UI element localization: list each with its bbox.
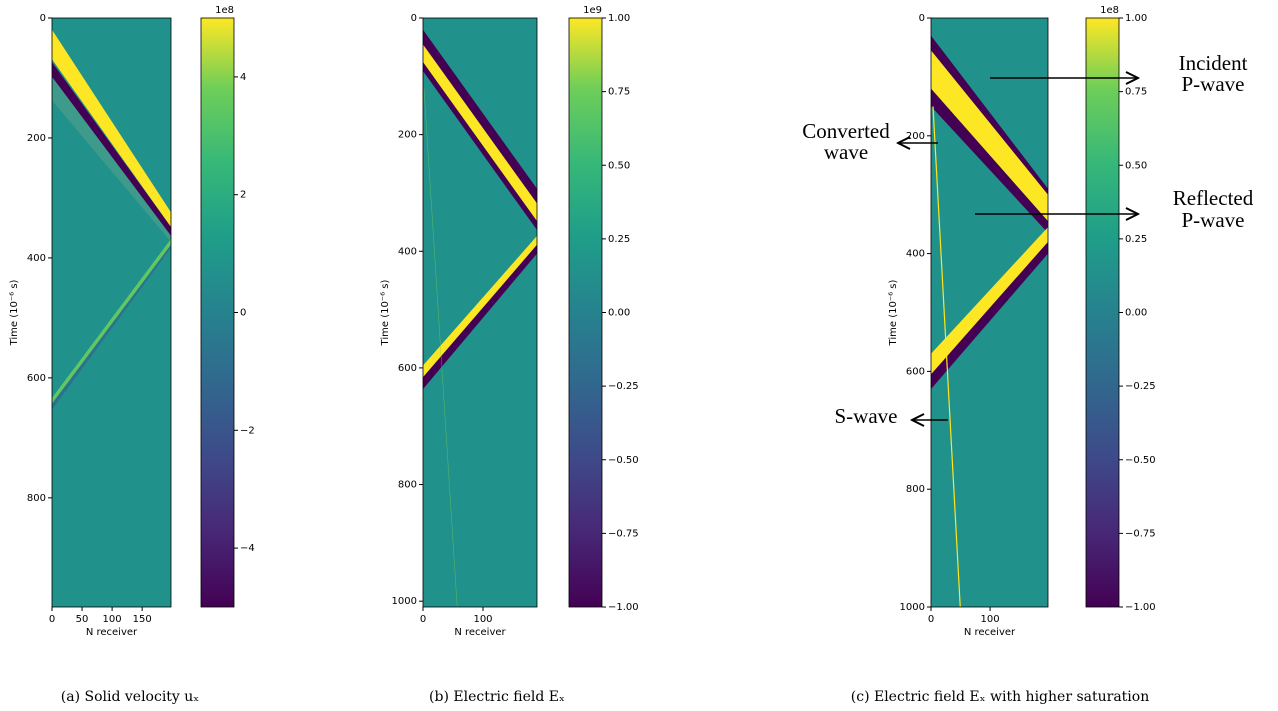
y-tick-label: 800 — [27, 493, 46, 504]
caption: (b) Electric field Eₓ — [429, 689, 565, 705]
colorbar-tick-label: −0.25 — [608, 381, 639, 392]
colorbar — [200, 17, 235, 608]
wave-band — [52, 29, 171, 228]
colorbar-tick-label: −0.75 — [1125, 528, 1156, 539]
y-tick-label: 600 — [906, 366, 925, 377]
wave-band — [931, 88, 1048, 233]
x-tick-label: 150 — [133, 614, 152, 625]
s-wave — [932, 106, 961, 608]
x-axis-label: N receiver — [454, 627, 506, 638]
wave-band — [423, 29, 537, 204]
wave-band — [52, 62, 171, 236]
y-tick-label: 200 — [27, 133, 46, 144]
colorbar-tick-label: −0.25 — [1125, 381, 1156, 392]
s-wave — [423, 88, 458, 608]
colorbar-tick-label: −0.75 — [608, 528, 639, 539]
x-axis-label: N receiver — [86, 627, 138, 638]
colorbar-tick-label: −1.00 — [608, 602, 639, 613]
y-tick-label: 1000 — [392, 596, 417, 607]
y-tick-label: 400 — [27, 253, 46, 264]
y-axis-label: Time (10⁻⁶ s) — [380, 279, 391, 346]
y-tick-label: 800 — [906, 484, 925, 495]
colorbar — [1085, 17, 1120, 608]
colorbar-tick-label: 0.00 — [608, 308, 630, 319]
x-tick-label: 0 — [420, 614, 426, 625]
wave-band — [52, 76, 171, 242]
y-tick-label: 0 — [411, 13, 417, 24]
annotation-text: S-wave — [835, 404, 898, 428]
colorbar-tick-label: 0.50 — [1125, 160, 1147, 171]
y-tick-label: 400 — [906, 249, 925, 260]
colorbar-tick-label: 4 — [240, 72, 246, 83]
colorbar-tick-label: −2 — [240, 425, 255, 436]
annotation-text: Incident — [1179, 51, 1248, 75]
y-tick-label: 1000 — [900, 602, 925, 613]
colorbar-tick-label: −0.50 — [1125, 455, 1156, 466]
plot-frame — [51, 17, 172, 608]
wave-band — [423, 44, 537, 222]
colorbar-tick-label: −0.50 — [608, 455, 639, 466]
annotation-text: Converted — [802, 119, 890, 143]
wave-band — [931, 50, 1048, 222]
y-tick-label: 400 — [398, 246, 417, 257]
caption: (a) Solid velocity uₓ — [61, 689, 200, 705]
colorbar — [568, 17, 603, 608]
plot-frame — [930, 17, 1049, 608]
x-tick-label: 0 — [928, 614, 934, 625]
colorbar-tick-label: −1.00 — [1125, 602, 1156, 613]
caption: (c) Electric field Eₓ with higher satura… — [851, 689, 1149, 705]
colorbar-tick-label: 0.00 — [1125, 308, 1147, 319]
y-tick-label: 200 — [906, 131, 925, 142]
y-tick-label: 800 — [398, 480, 417, 491]
y-tick-label: 600 — [398, 363, 417, 374]
wave-band — [423, 62, 537, 231]
x-axis-label: N receiver — [964, 627, 1016, 638]
plot-frame — [422, 17, 538, 608]
y-tick-label: 200 — [398, 130, 417, 141]
colorbar-offset: 1e8 — [215, 5, 234, 16]
colorbar-tick-label: 0.25 — [1125, 234, 1147, 245]
x-tick-label: 0 — [49, 614, 55, 625]
annotation-text: wave — [824, 140, 868, 164]
annotation-text: Reflected — [1173, 186, 1254, 210]
colorbar-offset: 1e9 — [583, 5, 602, 16]
colorbar-tick-label: 1.00 — [608, 13, 630, 24]
x-tick-label: 50 — [76, 614, 89, 625]
colorbar-tick-label: 0 — [240, 308, 246, 319]
colorbar-offset: 1e8 — [1100, 5, 1119, 16]
y-tick-label: 0 — [40, 13, 46, 24]
wave-band — [423, 244, 537, 390]
wave-band — [52, 244, 171, 410]
panel: 0 200 400 600 800 0 50 100 150 N receiver Time (10… — [9, 5, 255, 705]
colorbar-tick-label: 0.50 — [608, 160, 630, 171]
wave-band — [931, 241, 1048, 390]
x-tick-label: 100 — [473, 614, 492, 625]
wave-band — [52, 238, 171, 404]
y-axis-label: Time (10⁻⁶ s) — [9, 279, 20, 346]
wave-band — [931, 227, 1048, 375]
y-tick-label: 600 — [27, 373, 46, 384]
wave-band — [423, 235, 537, 378]
colorbar-tick-label: 0.25 — [608, 234, 630, 245]
annotation-text: P-wave — [1182, 72, 1245, 96]
colorbar-tick-label: 0.75 — [1125, 87, 1147, 98]
colorbar-tick-label: 2 — [240, 190, 246, 201]
annotation-text: P-wave — [1182, 208, 1245, 232]
colorbar-tick-label: 0.75 — [608, 87, 630, 98]
x-tick-label: 100 — [981, 614, 1000, 625]
y-tick-label: 0 — [919, 13, 925, 24]
colorbar-tick-label: 1.00 — [1125, 13, 1147, 24]
x-tick-label: 100 — [103, 614, 122, 625]
y-axis-label: Time (10⁻⁶ s) — [888, 279, 899, 346]
colorbar-tick-label: −4 — [240, 543, 255, 554]
